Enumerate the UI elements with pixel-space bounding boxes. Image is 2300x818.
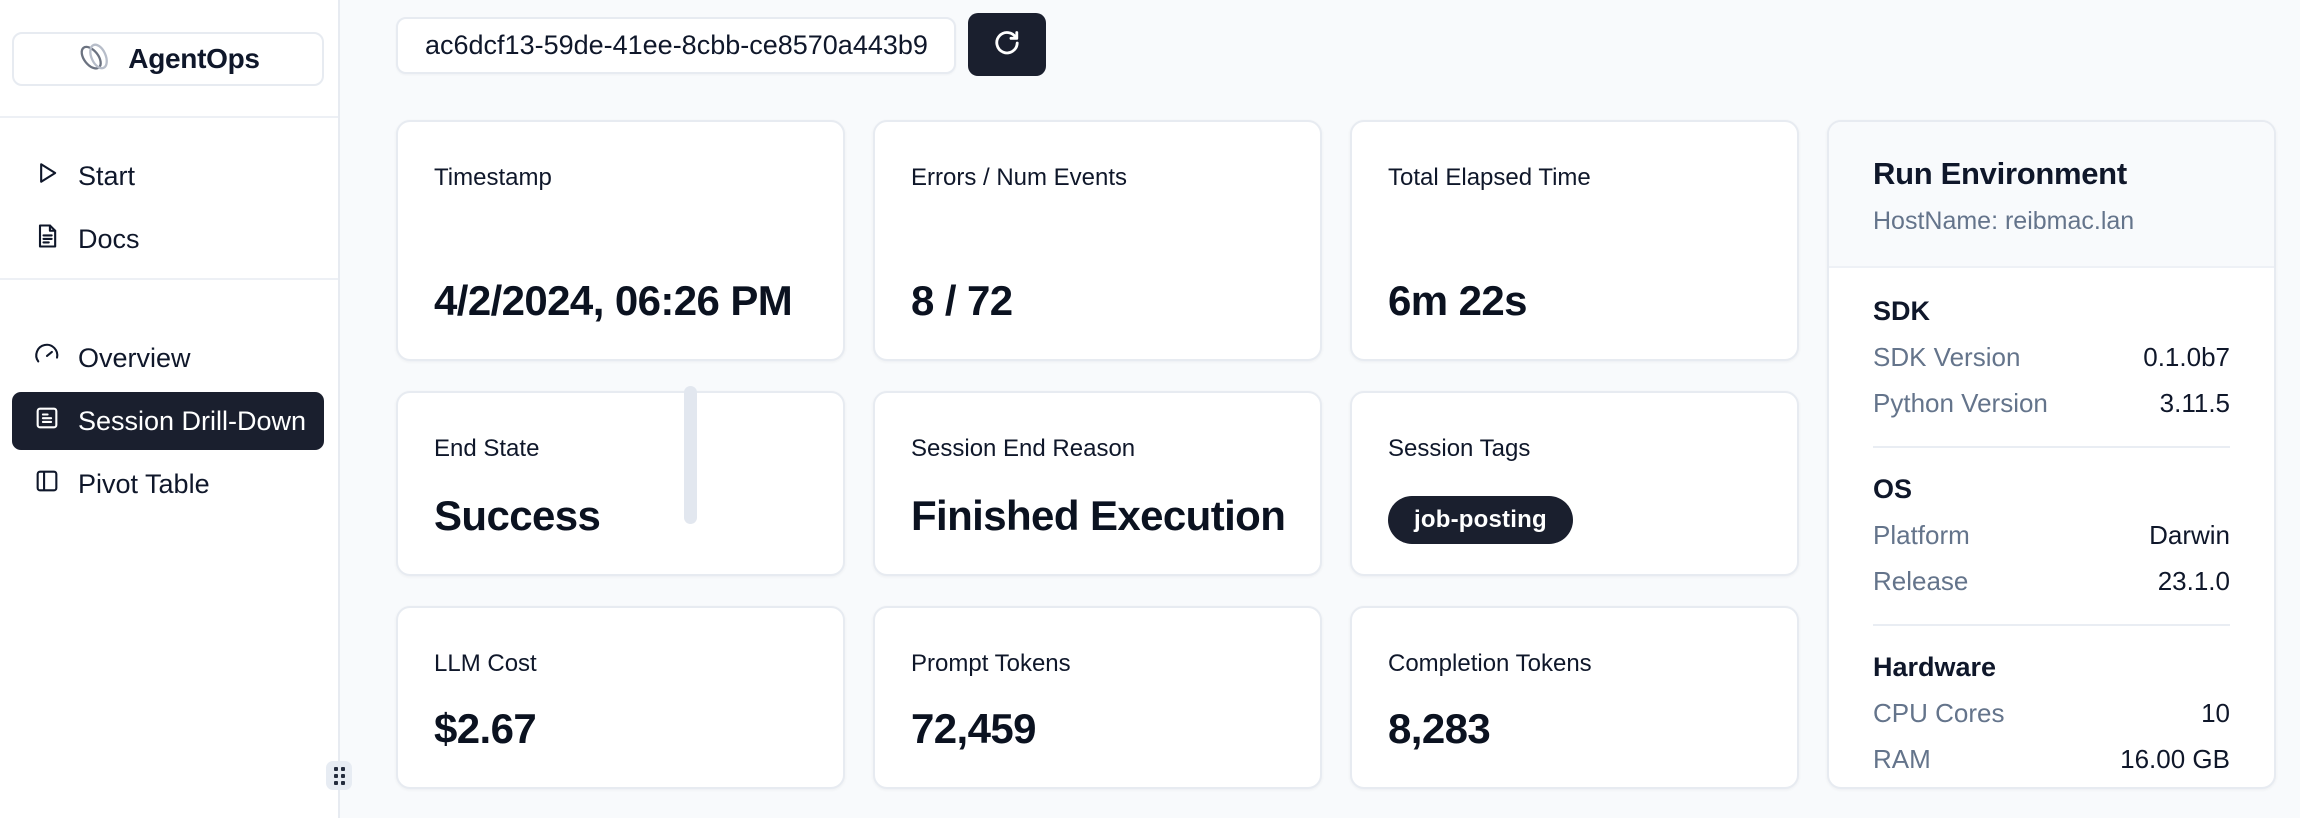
brand-name: AgentOps (128, 43, 260, 74)
sidebar-item-label: Session Drill-Down (78, 405, 307, 436)
env-section-hardware: Hardware CPU Cores 10 RAM 16.00 GB (1873, 652, 2230, 775)
run-environment-body: SDK SDK Version 0.1.0b7 Python Version 3… (1829, 268, 2274, 787)
env-row-ram: RAM 16.00 GB (1873, 744, 2230, 775)
env-section-sdk: SDK SDK Version 0.1.0b7 Python Version 3… (1873, 296, 2230, 419)
env-row-platform: Platform Darwin (1873, 520, 2230, 551)
agentops-logo-icon (76, 38, 114, 81)
sidebar-item-label: Pivot Table (78, 468, 210, 499)
refresh-button[interactable] (968, 13, 1046, 76)
panel-table-icon (33, 467, 61, 502)
refresh-icon (990, 26, 1024, 63)
card-value: $2.67 (434, 705, 537, 753)
brand-logo-button[interactable]: AgentOps (12, 32, 324, 86)
env-row-label: RAM (1873, 744, 1931, 774)
sidebar-item-docs[interactable]: Docs (12, 210, 324, 268)
sidebar-item-start[interactable]: Start (12, 147, 324, 205)
card-value: 4/2/2024, 06:26 PM (434, 277, 793, 325)
env-row-value: 23.1.0 (2157, 566, 2230, 596)
sidebar-item-pivot-table[interactable]: Pivot Table (12, 455, 324, 513)
env-section-divider (1873, 624, 2230, 626)
card-value: 6m 22s (1388, 277, 1527, 325)
card-label: Session End Reason (911, 435, 1136, 462)
metric-card-session-tags: Session Tags job-posting (1350, 391, 1799, 576)
sidebar-item-overview[interactable]: Overview (12, 329, 324, 387)
sidebar-divider (0, 116, 338, 118)
sidebar-group-pages: Overview Session Drill-Down (0, 280, 338, 513)
env-row-cpu-cores: CPU Cores 10 (1873, 698, 2230, 729)
card-label: Errors / Num Events (911, 164, 1128, 191)
session-tags-row: job-posting (1388, 496, 1763, 544)
env-row-value: Darwin (2149, 520, 2230, 550)
card-label: Total Elapsed Time (1388, 164, 1591, 191)
sidebar: AgentOps Start (0, 0, 340, 818)
card-label: Timestamp (434, 164, 552, 191)
env-row-value: 3.11.5 (2159, 388, 2230, 418)
card-value: 8,283 (1388, 705, 1491, 753)
run-environment-panel: Run Environment HostName: reibmac.lan SD… (1827, 120, 2276, 789)
play-icon (33, 159, 61, 194)
metric-card-completion-tokens: Completion Tokens 8,283 (1350, 606, 1799, 789)
run-environment-header: Run Environment HostName: reibmac.lan (1829, 122, 2274, 268)
env-row-label: CPU Cores (1873, 698, 2005, 728)
session-tag-badge: job-posting (1388, 496, 1573, 544)
env-row-label: Release (1873, 566, 1969, 596)
env-row-value: 10 (2201, 698, 2230, 728)
main-content: Timestamp 4/2/2024, 06:26 PM Errors / Nu… (326, 0, 2300, 818)
session-list-icon (33, 404, 61, 439)
env-section-divider (1873, 446, 2230, 448)
sidebar-group-top: Start Docs (0, 118, 338, 268)
metric-card-timestamp: Timestamp 4/2/2024, 06:26 PM (396, 120, 845, 361)
metric-card-errors-num-events: Errors / Num Events 8 / 72 (873, 120, 1322, 361)
metric-card-total-elapsed-time: Total Elapsed Time 6m 22s (1350, 120, 1799, 361)
card-label: Prompt Tokens (911, 650, 1071, 677)
metric-card-session-end-reason: Session End Reason Finished Execution (873, 391, 1322, 576)
card-value: 8 / 72 (911, 277, 1013, 325)
env-row-python-version: Python Version 3.11.5 (1873, 388, 2230, 419)
env-section-title: SDK (1873, 296, 1931, 326)
env-row-value: 0.1.0b7 (2143, 342, 2230, 372)
sidebar-item-session-drill-down[interactable]: Session Drill-Down (12, 392, 324, 450)
metric-card-llm-cost: LLM Cost $2.67 (396, 606, 845, 789)
card-label: Completion Tokens (1388, 650, 1592, 677)
sidebar-item-label: Docs (78, 223, 140, 254)
card-value: 72,459 (911, 705, 1036, 753)
env-row-sdk-version: SDK Version 0.1.0b7 (1873, 342, 2230, 373)
env-row-label: Platform (1873, 520, 1970, 550)
env-section-title: Hardware (1873, 652, 1997, 682)
scrollbar-thumb[interactable] (684, 386, 697, 524)
metric-card-prompt-tokens: Prompt Tokens 72,459 (873, 606, 1322, 789)
sidebar-divider (0, 278, 338, 280)
env-section-title: OS (1873, 474, 1913, 504)
gauge-icon (33, 341, 61, 376)
metrics-grid: Timestamp 4/2/2024, 06:26 PM Errors / Nu… (396, 120, 2276, 789)
session-toolbar (396, 13, 2276, 76)
sidebar-resize-handle[interactable] (326, 761, 352, 790)
document-icon (33, 222, 61, 257)
sidebar-item-label: Overview (78, 342, 191, 373)
metric-card-end-state: End State Success (396, 391, 845, 576)
card-label: End State (434, 435, 540, 462)
card-value: Finished Execution (911, 492, 1286, 540)
run-environment-title: Run Environment (1873, 156, 2127, 191)
env-row-value: 16.00 GB (2120, 744, 2230, 774)
env-row-release: Release 23.1.0 (1873, 566, 2230, 597)
sidebar-item-label: Start (78, 160, 136, 191)
env-row-label: SDK Version (1873, 342, 2021, 372)
hostname-text: HostName: reibmac.lan (1873, 207, 2135, 235)
session-id-input[interactable] (396, 17, 956, 74)
card-value: Success (434, 492, 601, 540)
env-row-label: Python Version (1873, 388, 2048, 418)
card-label: LLM Cost (434, 650, 537, 677)
env-section-os: OS Platform Darwin Release 23.1.0 (1873, 474, 2230, 597)
card-label: Session Tags (1388, 435, 1531, 462)
